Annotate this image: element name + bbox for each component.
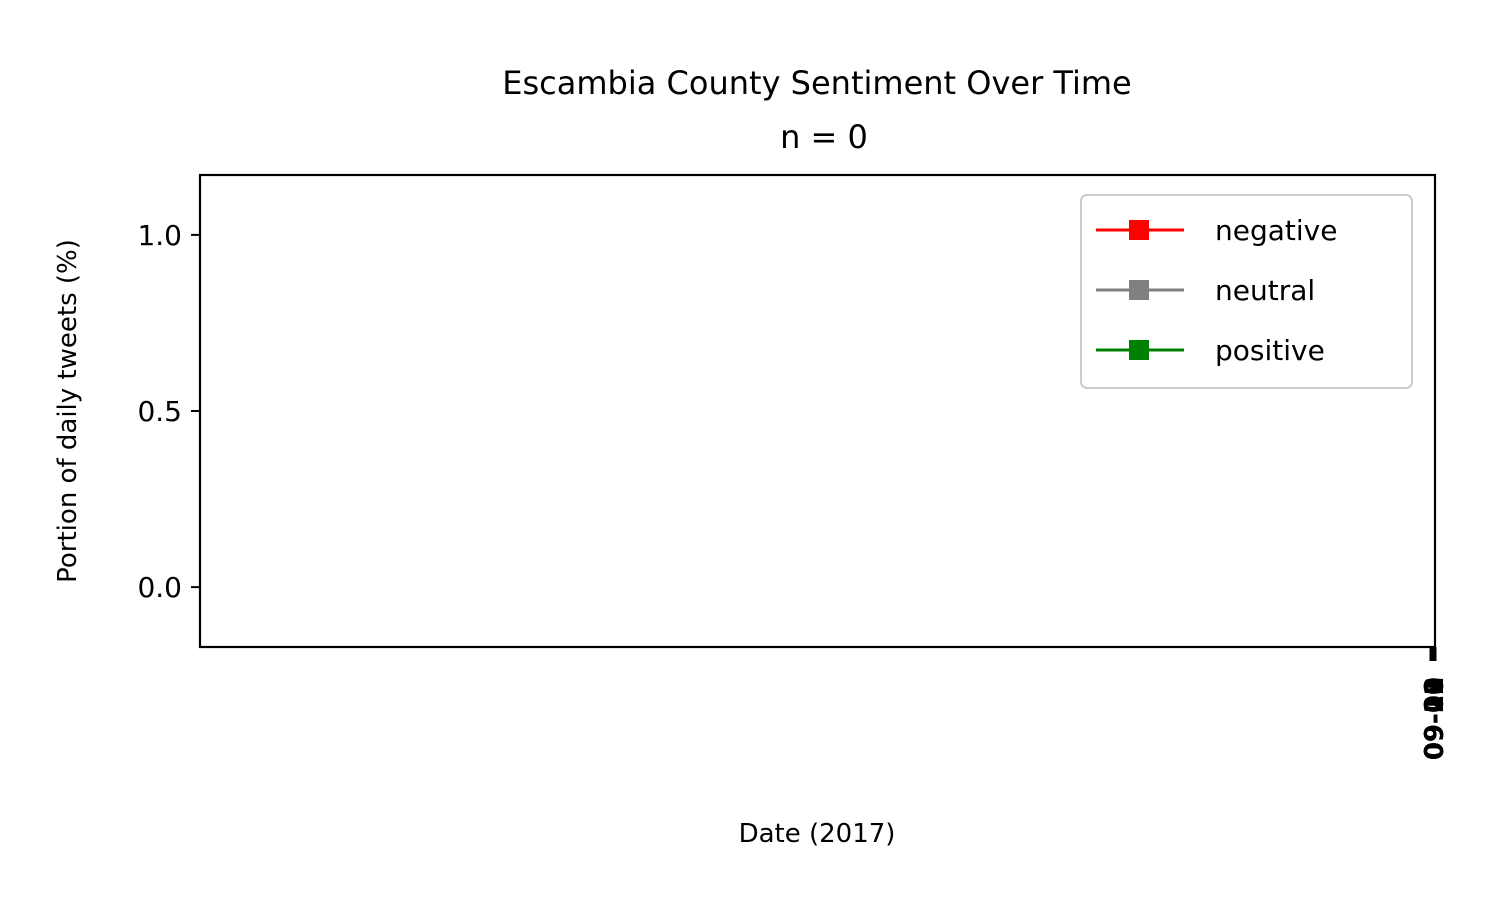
legend-box: [1080, 194, 1413, 389]
x-tick-label: 09-01: [1420, 677, 1450, 760]
x-axis-label: Date (2017): [739, 819, 896, 849]
y-axis-ticks: 0.0 0.5 1.0: [137, 219, 200, 604]
legend-label-positive: positive: [1215, 334, 1325, 367]
y-tick-label: 1.0: [137, 219, 182, 252]
legend-marker-neutral: [1129, 280, 1149, 300]
y-axis-label: Portion of daily tweets (%): [53, 239, 83, 583]
x-tick-label: 09-12: [1420, 677, 1450, 760]
x-tick-label: 09-28: [1420, 677, 1450, 760]
legend-marker-negative: [1129, 220, 1149, 240]
legend-marker-positive: [1129, 340, 1149, 360]
chart-subtitle: n = 0: [780, 118, 868, 156]
y-tick-label: 0.5: [137, 395, 182, 428]
legend-label-negative: negative: [1215, 214, 1337, 247]
x-tick-label: 09-20: [1420, 677, 1450, 760]
y-tick-label: 0.0: [137, 571, 182, 604]
chart-title: Escambia County Sentiment Over Time: [502, 64, 1131, 102]
legend-label-neutral: neutral: [1215, 274, 1315, 307]
legend: negative neutral positive: [1080, 194, 1413, 389]
